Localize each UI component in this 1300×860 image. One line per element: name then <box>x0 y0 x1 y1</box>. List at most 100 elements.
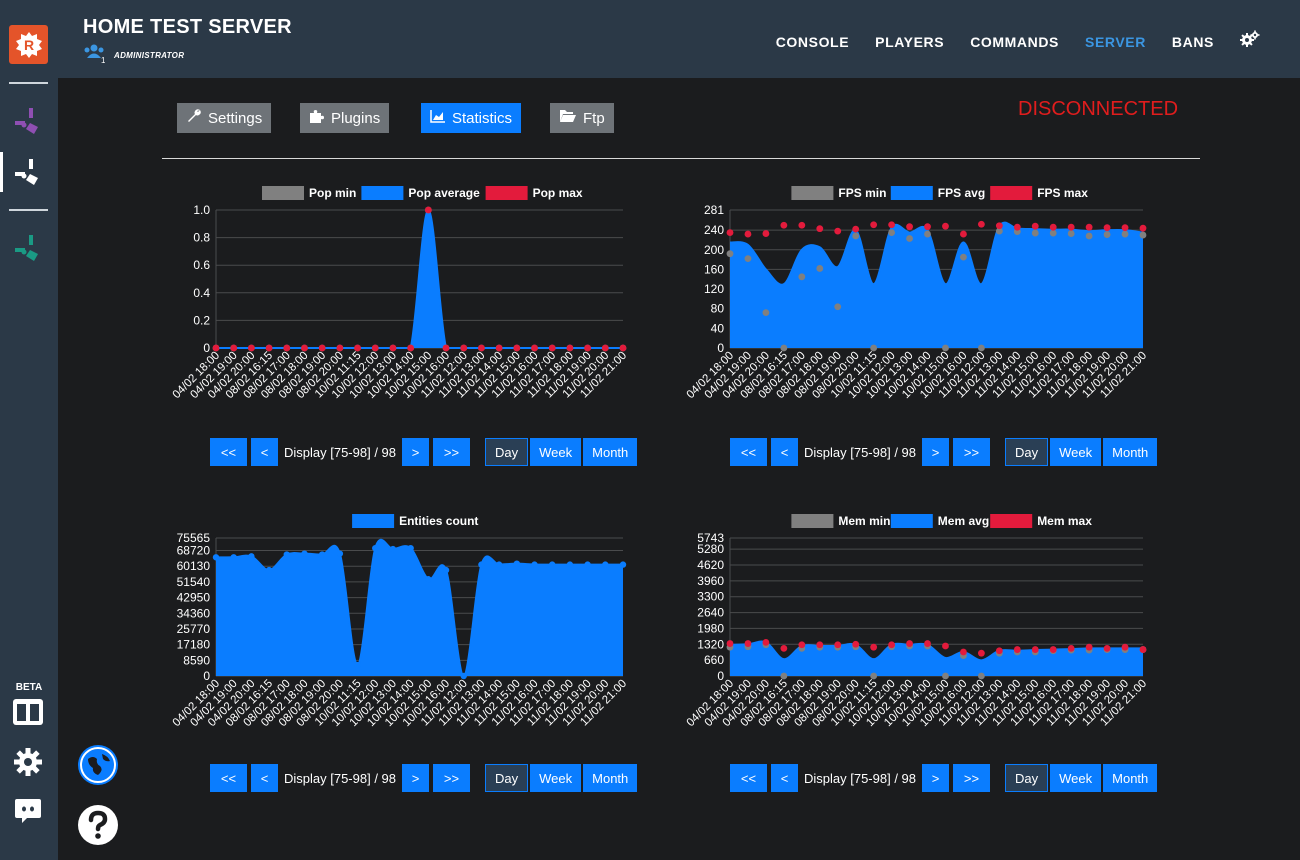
max-point <box>995 647 1003 655</box>
data-point <box>301 550 308 557</box>
min-point <box>780 672 788 680</box>
game-teal-icon[interactable] <box>10 230 46 266</box>
chart-fps: FPS min FPS avg FPS max 0 40 80 120 160 200 240 28… <box>678 178 1153 423</box>
main-nav: CONSOLE PLAYERS COMMANDS SERVER BANS <box>776 30 1260 53</box>
help-icon[interactable] <box>78 805 118 845</box>
game-purple-icon[interactable] <box>10 103 46 139</box>
period-week-button[interactable]: Week <box>1050 438 1102 466</box>
nav-console[interactable]: CONSOLE <box>775 33 850 50</box>
max-point <box>389 344 397 352</box>
display-range: Display [75-98] / 98 <box>284 770 397 786</box>
data-point <box>513 560 521 567</box>
min-point <box>1139 231 1147 239</box>
min-point <box>1085 232 1093 240</box>
first-page-button[interactable]: << <box>730 764 767 792</box>
legend-label: Entities count <box>399 514 478 528</box>
max-point <box>726 229 734 236</box>
max-point <box>407 344 415 352</box>
connection-status: DISCONNECTED <box>1018 98 1179 120</box>
period-month-button[interactable]: Month <box>1103 438 1158 466</box>
next-page-button[interactable]: > <box>922 764 950 792</box>
period-month-button[interactable]: Month <box>583 764 638 792</box>
max-point <box>424 206 432 214</box>
period-day-button[interactable]: Day <box>1005 438 1049 466</box>
max-point <box>566 344 574 352</box>
period-week-button[interactable]: Week <box>1050 764 1102 792</box>
min-point <box>852 232 860 240</box>
max-point <box>870 643 878 651</box>
period-day-button[interactable]: Day <box>1005 764 1049 792</box>
period-month-button[interactable]: Month <box>1103 764 1158 792</box>
data-point <box>425 576 432 583</box>
last-page-button[interactable]: >> <box>953 438 991 466</box>
first-page-button[interactable]: << <box>730 438 767 466</box>
period-week-button[interactable]: Week <box>530 438 582 466</box>
y-tick-label: 0.2 <box>193 313 210 327</box>
nav-players[interactable]: PLAYERS <box>875 33 945 50</box>
first-page-button[interactable]: << <box>210 438 247 466</box>
y-tick-label: 0.6 <box>193 258 210 272</box>
period-day-button[interactable]: Day <box>485 764 529 792</box>
max-point <box>619 344 627 352</box>
tab-plugins[interactable]: Plugins <box>300 103 390 133</box>
last-page-button[interactable]: >> <box>953 764 991 792</box>
globe-icon[interactable] <box>78 745 118 785</box>
y-tick-label: 2640 <box>697 606 724 620</box>
discord-icon[interactable] <box>10 793 46 829</box>
max-point <box>283 344 291 352</box>
legend-swatch <box>890 514 933 528</box>
min-point <box>1031 229 1039 237</box>
prev-page-button[interactable]: < <box>771 764 798 792</box>
svg-text:R: R <box>23 37 33 53</box>
next-page-button[interactable]: > <box>402 764 430 792</box>
nav-commands[interactable]: COMMANDS <box>970 33 1059 50</box>
series-area <box>216 539 623 676</box>
beta-label: BETA <box>15 682 43 693</box>
last-page-button[interactable]: >> <box>433 764 471 792</box>
nav-bans[interactable]: BANS <box>1171 33 1214 50</box>
max-point <box>798 221 806 229</box>
wrench-icon <box>186 108 202 128</box>
prev-page-button[interactable]: < <box>251 764 278 792</box>
first-page-button[interactable]: << <box>210 764 247 792</box>
nav-server[interactable]: SERVER <box>1085 33 1146 50</box>
period-week-button[interactable]: Week <box>530 764 582 792</box>
logo-r-icon[interactable]: R <box>9 25 48 64</box>
data-point <box>318 551 326 558</box>
gear-icon[interactable] <box>10 744 46 780</box>
tab-settings[interactable]: Settings <box>177 103 272 133</box>
period-month-button[interactable]: Month <box>583 438 638 466</box>
chart-legend: Mem min Mem avg Mem max <box>791 514 1092 528</box>
settings-gears-icon[interactable] <box>1240 30 1260 53</box>
max-point <box>906 640 913 647</box>
last-page-button[interactable]: >> <box>433 438 471 466</box>
y-tick-label: 68720 <box>177 544 211 558</box>
max-point <box>726 640 734 647</box>
data-point <box>602 561 609 568</box>
max-point <box>548 344 556 352</box>
max-point <box>888 221 896 229</box>
game-white-icon[interactable] <box>10 154 46 190</box>
data-point <box>372 544 379 552</box>
columns-icon[interactable] <box>10 694 46 730</box>
display-range: Display [75-98] / 98 <box>804 444 917 460</box>
y-tick-label: 0.8 <box>193 231 210 245</box>
y-tick-label: 240 <box>704 223 724 237</box>
data-point <box>460 672 467 680</box>
max-point <box>513 344 521 352</box>
next-page-button[interactable]: > <box>402 438 430 466</box>
data-point <box>354 661 361 669</box>
legend-label: FPS max <box>1037 186 1088 200</box>
max-point <box>816 225 824 233</box>
prev-page-button[interactable]: < <box>771 438 798 466</box>
prev-page-button[interactable]: < <box>251 438 278 466</box>
min-point <box>762 309 770 317</box>
tab-statistics[interactable]: Statistics <box>421 103 522 133</box>
max-point <box>1085 223 1093 231</box>
tab-ftp[interactable]: Ftp <box>550 103 614 133</box>
period-day-button[interactable]: Day <box>485 438 529 466</box>
role-label: ADMINISTRATOR <box>114 51 185 60</box>
legend-swatch <box>990 514 1033 528</box>
next-page-button[interactable]: > <box>922 438 950 466</box>
